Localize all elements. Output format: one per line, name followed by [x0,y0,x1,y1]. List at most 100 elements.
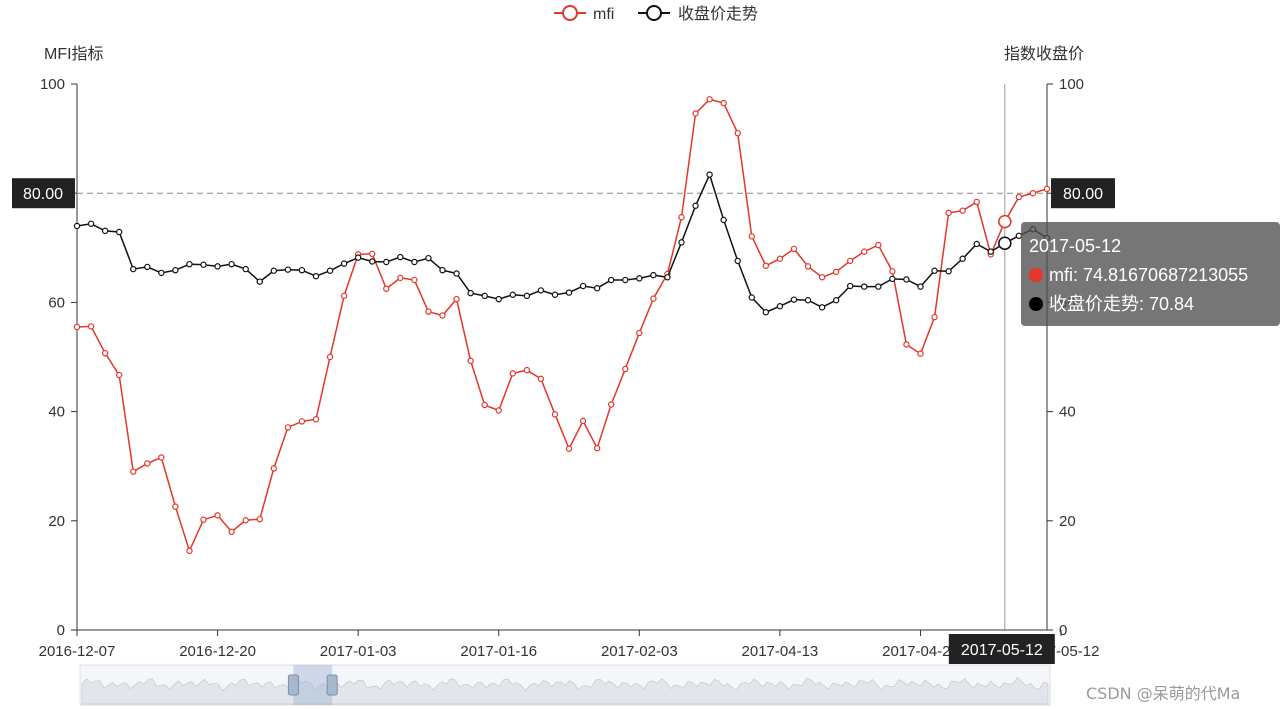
data-point [832,268,840,276]
data-point [509,291,516,298]
data-point [200,261,207,268]
data-point [298,266,306,274]
threshold-right-badge [1051,178,1115,209]
data-zoom-overview [81,676,1049,705]
legend-close-circle-icon [646,5,662,21]
data-point [101,227,109,235]
highlighted-point [998,236,1012,250]
data-point [678,239,685,246]
data-point [270,465,278,472]
data-point [383,258,390,266]
x-tick-label: 2017-02-03 [601,643,678,660]
data-point [973,198,980,206]
data-point [608,401,615,408]
data-point [875,283,882,290]
data-point [481,292,488,300]
data-point [214,512,221,519]
y-left-tick-label: 100 [40,76,65,93]
data-point [720,216,727,224]
y-left-tick-label: 0 [57,622,65,639]
data-point [256,278,263,285]
legend-item-close[interactable]: 收盘价走势 [638,4,758,23]
threshold-80: 80.00 80.00 [12,178,1115,209]
data-point [776,255,784,262]
data-point [551,291,559,298]
data-point [593,285,601,292]
y-left-ticks: 020406080100 [40,76,77,639]
data-point [776,303,784,310]
data-point [523,292,531,300]
data-zoom-handle-left-icon[interactable] [287,674,299,696]
data-point [903,341,910,348]
tooltip-date: 2017-05-12 [1029,236,1122,256]
data-point [1029,189,1037,197]
data-point [523,366,531,374]
legend[interactable]: mfi 收盘价走势 [554,4,758,23]
x-tick-label: 2016-12-07 [39,643,116,660]
tooltip-row-mfi: mfi: 74.81670687213055 [1029,261,1280,290]
x-tick-label: 2017-04-13 [742,643,819,660]
x-tick-label: 2016-12-20 [179,643,256,660]
data-point [973,240,980,248]
x-tick-label: 2017-01-16 [460,643,537,660]
data-point [130,265,137,273]
data-point [636,329,643,337]
x-ticks: 2016-12-07 2016-12-20 2017-01-03 2017-01-16… [39,630,1099,660]
y-left-tick-label: 40 [48,404,65,421]
data-point [326,353,334,361]
tooltip-close-value: 收盘价走势: 70.84 [1049,294,1195,314]
x-tick-label: 2017-01-03 [320,643,397,660]
data-zoom-window[interactable] [293,665,333,705]
data-point [706,96,713,103]
data-point [917,350,924,357]
data-point [804,297,812,304]
series-line [76,98,1048,553]
data-zoom-handle-right-icon[interactable] [326,674,338,696]
data-point [931,313,938,321]
data-point [917,283,924,290]
highlighted-point [998,214,1012,229]
legend-mfi-label: mfi [593,6,614,23]
axes [76,84,1048,631]
tooltip: 2017-05-12 mfi: 74.81670687213055 收盘价走势:… [1021,222,1280,326]
data-point [326,267,334,274]
data-point [298,418,306,425]
y-left-tick-label: 20 [48,513,65,530]
legend-item-mfi[interactable]: mfi [554,5,614,23]
close-dot-icon [1029,297,1043,311]
data-point [748,233,755,240]
y-left-tick-label: 60 [48,294,65,311]
legend-mfi-circle-icon [562,5,578,21]
data-point [172,503,179,510]
data-point [411,276,418,284]
data-point [73,222,81,230]
threshold-right-label: 80.00 [1063,186,1103,203]
data-point [846,282,854,290]
threshold-left-label: 80.00 [23,186,63,203]
legend-close-label: 收盘价走势 [678,4,758,23]
data-point [439,266,446,274]
data-point [186,260,193,268]
data-point [144,460,151,467]
data-point [242,265,249,273]
data-point [495,295,502,303]
data-point [565,289,573,296]
data-point [720,99,727,107]
data-point [1043,185,1051,193]
data-point [101,349,109,357]
data-point [861,248,868,255]
data-point [312,416,320,423]
data-point [762,309,770,316]
data-point [622,365,629,373]
data-point [172,266,179,274]
data-point [270,267,278,274]
data-point [186,547,193,555]
data-point [945,209,952,217]
data-point [242,517,249,524]
data-zoom-slider[interactable] [79,664,1051,706]
data-point [284,424,292,431]
data-point [354,254,362,261]
data-point [678,214,685,221]
data-point [214,263,221,270]
data-point [369,258,376,265]
